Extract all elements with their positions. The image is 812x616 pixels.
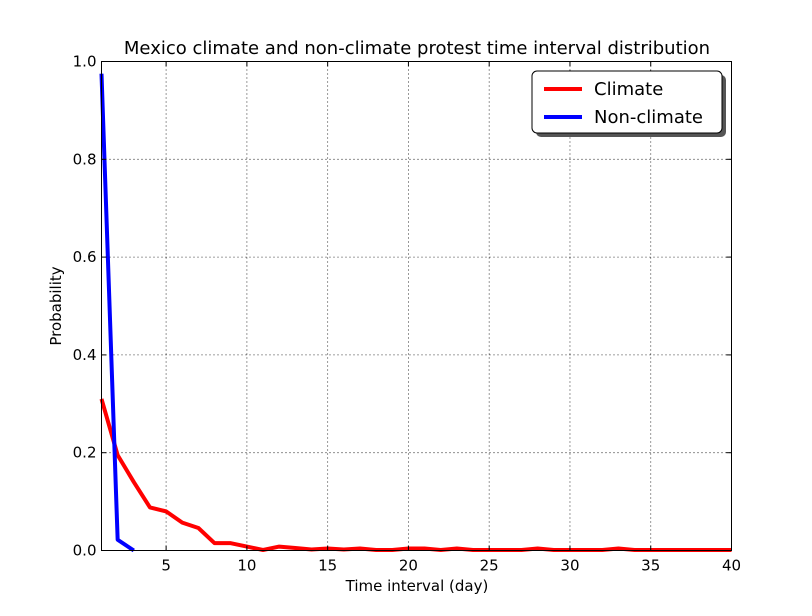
x-tick-label: 35 — [641, 557, 660, 575]
series-lines — [99, 73, 732, 553]
legend-label-non-climate: Non-climate — [594, 107, 703, 128]
x-axis-label: Time interval (day) — [345, 577, 489, 595]
legend-label-climate: Climate — [594, 79, 663, 100]
series-line-non-climate — [99, 73, 135, 553]
y-tick-label: 1.0 — [73, 53, 97, 71]
y-tick-label: 0.0 — [73, 542, 97, 560]
x-tick-label: 40 — [722, 557, 741, 575]
y-tick-label: 0.2 — [73, 444, 97, 462]
plot-frame — [101, 61, 732, 551]
axis-ticks: 5 10 15 20 25 30 35 40 0.0 0.2 0.4 0.6 0.8 1.0 — [73, 53, 741, 575]
x-tick-label: 20 — [399, 557, 418, 575]
series-line-climate — [99, 398, 732, 553]
grid-lines — [101, 61, 732, 551]
chart-title: Mexico climate and non-climate protest t… — [124, 38, 710, 59]
x-tick-label: 30 — [560, 557, 579, 575]
x-tick-label: 5 — [161, 557, 171, 575]
y-tick-label: 0.4 — [73, 346, 97, 364]
y-axis-label: Probability — [47, 266, 65, 345]
y-tick-label: 0.6 — [73, 248, 97, 266]
y-tick-label: 0.8 — [73, 150, 97, 168]
x-tick-label: 25 — [480, 557, 499, 575]
legend: Climate Non-climate — [531, 70, 726, 137]
x-tick-label: 10 — [237, 557, 256, 575]
x-tick-label: 15 — [318, 557, 337, 575]
